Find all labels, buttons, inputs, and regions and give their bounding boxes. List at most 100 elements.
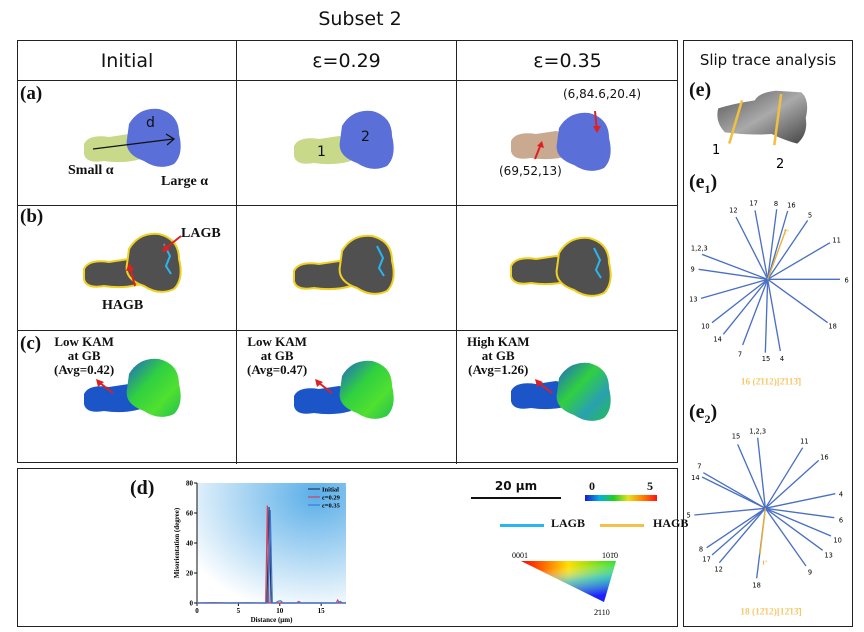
slip-system-label: 9 [808,568,812,576]
y-tick-label: 20 [186,570,194,578]
slip-trace-line [765,507,832,537]
slip-trace-line [711,278,769,324]
distance-arrow [92,138,174,150]
observed-trace-line [767,229,787,280]
slip-system-label: 15 [732,432,740,440]
panel-label-e2: (e2) [689,401,718,426]
ipf-1010-label: 101̄0 [602,551,618,560]
hagb-legend-line [600,524,644,527]
large-alpha-label: Large α [161,174,209,189]
panel-d: (d) 0 5 10 15 0 20 40 60 80 Distance (μm) Misorien… [17,468,688,627]
slip-system-label: 1,2,3 [749,427,766,435]
misorientation-chart: 0 5 10 15 0 20 40 60 80 Distance (μm) Misorientati… [173,480,346,624]
boundary-map-cell [457,206,678,331]
active-slip-system-caption: 18 (12̄12)[12̄13̄] [740,606,801,617]
small-alpha-grain [294,136,351,165]
large-alpha-grain [556,362,611,421]
slip-system-label: 17 [702,556,710,564]
grain-evolution-table: Initial ε=0.29 ε=0.35 (a) d Small α Larg… [17,40,678,464]
y-axis-label: Misorientation (degree) [173,507,181,578]
slip-trace-grain-image: 1 2 [712,90,808,170]
slip-system-label: 5 [808,212,812,220]
euler-angles-large-grain: (6,84.6,20.4) [563,87,642,101]
small-alpha-label: Small α [68,163,114,178]
panel-label-d: (d) [130,477,155,499]
grain-label-2: 2 [361,129,370,145]
panel-label-b: (b) [20,206,44,227]
orientation-map-cell: (a) d Small α Large α [18,81,237,206]
slip-trace-line [703,472,766,509]
slip-trace-line [722,278,769,335]
red-arrow [126,263,134,271]
lagb-label: LAGB [181,226,221,241]
x-tick-label: 0 [195,607,199,615]
slip-system-label: 8 [774,200,778,208]
column-header-strain-029: ε=0.29 [237,41,457,81]
slip-trace-line [735,216,769,280]
deviation-angle-label: 1° [762,559,768,566]
slip-trace-line [764,459,820,509]
slip-system-label: 11 [800,438,808,446]
slip-trace-line [764,279,769,353]
distance-label: d [146,115,155,131]
hagb-label: HAGB [102,298,144,313]
x-tick-label: 10 [276,607,284,615]
slip-system-label: 14 [713,336,721,344]
y-tick-label: 60 [186,510,194,518]
kam-annotation: Low KAM at GB (Avg=0.47) [247,334,308,377]
kam-min-label: 0 [589,479,595,493]
red-arrow [315,379,323,387]
x-axis-label: Distance (μm) [251,616,294,624]
orientation-map-cell: 1 2 [237,81,457,206]
column-header-initial: Initial [18,41,237,81]
trace-label-2: 2 [776,157,784,170]
observed-trace-line [759,508,766,555]
ipf-0001-label: 0001 [512,551,528,560]
slip-trace-line [701,253,768,280]
slip-trace-line [767,210,789,280]
x-tick-label: 5 [237,607,241,615]
panel-label-a: (a) [20,83,43,104]
slip-system-label: 12 [714,566,722,574]
slip-system-label: 7 [697,462,701,470]
active-slip-system-caption: 16 (2̄112)[2̄113̄] [741,376,801,387]
grain-label-1: 1 [317,144,326,160]
slip-trace-line [757,437,766,509]
slip-trace-line [767,219,809,280]
series-line-2 [196,509,346,604]
slip-system-label: 13 [689,296,697,304]
ipf-triangle-key: 0001 101̄0 2̄110 [512,551,618,617]
slip-trace-line [718,507,766,564]
slip-system-label: 15 [762,355,770,363]
slip-trace-line [737,444,766,509]
slip-trace-line [764,507,824,551]
slip-trace-line [706,507,766,549]
deviation-angle-label: 1° [783,229,789,236]
red-arrow [96,379,104,387]
legend-entry: Initial [322,487,339,494]
slip-trace-line [765,507,835,519]
slip-trace-line [764,507,807,567]
slip-trace-panel: Slip trace analysis (e) 1 2 (e1) 12 17 8 16… [683,40,853,627]
red-arrow [162,244,170,252]
slip-system-label: 13 [824,551,832,559]
panel-label-c: (c) [20,333,42,354]
slip-system-label: 6 [839,516,843,524]
small-alpha-grain [294,386,351,415]
large-alpha-grain [126,358,181,417]
slip-system-label: 9 [691,266,695,274]
orientation-map-cell: (6,84.6,20.4) (69,52,13) [457,81,678,206]
slip-trace-title: Slip trace analysis [699,51,837,69]
legend-entry: ε=0.29 [322,495,341,502]
large-alpha-grain [339,110,394,169]
y-tick-label: 80 [186,480,194,488]
lagb-segment [376,245,385,277]
slip-system-label: 10 [701,322,709,330]
slip-system-label: 4 [780,355,784,363]
boundary-map-cell: (b) LAGB HAGB [18,206,237,331]
slip-trace-line [700,278,768,299]
slip-trace-line [694,507,766,516]
slip-trace-line [767,278,829,324]
slip-trace-line-1 [728,100,744,144]
kam-colorbar: 0 5 [585,479,657,501]
